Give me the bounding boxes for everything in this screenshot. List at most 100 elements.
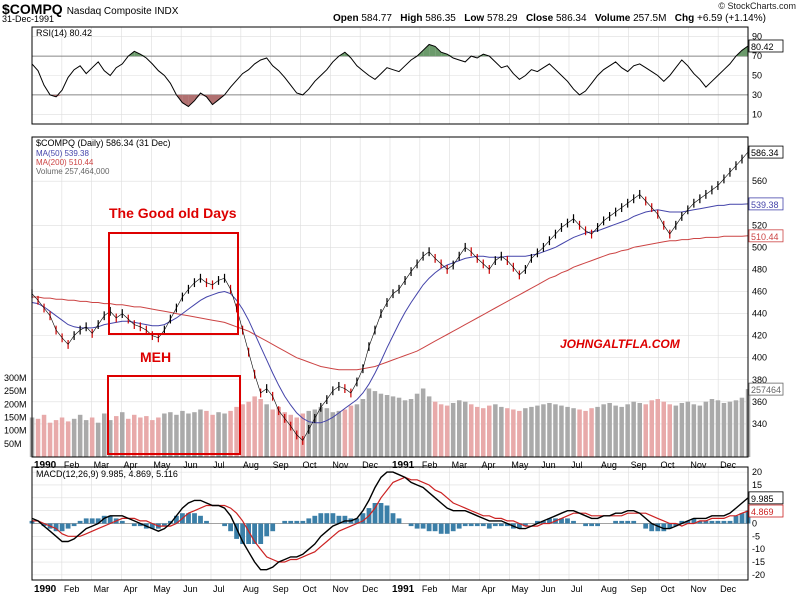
macd-histogram-bar <box>583 523 588 527</box>
macd-histogram-bar <box>131 523 137 527</box>
macd-histogram-bar <box>444 523 450 534</box>
price-x-tick-label: Nov <box>332 460 349 470</box>
volume-bar <box>493 404 498 457</box>
macd-last-value-box <box>748 491 784 505</box>
volume-bar <box>59 417 65 457</box>
macd-histogram-bar <box>258 523 264 544</box>
ma200-line <box>32 235 749 371</box>
volume-bar <box>198 409 203 457</box>
volume-bar <box>71 418 77 457</box>
macd-histogram-bar <box>438 523 444 534</box>
volume-bar <box>517 410 522 457</box>
volume-bar <box>150 420 155 457</box>
macd-tick-label: 20 <box>752 467 762 477</box>
macd-signal-last-value: 4.869 <box>751 507 774 517</box>
macd-histogram-bar <box>619 520 625 524</box>
volume-tick-label: 50M <box>4 439 22 449</box>
volume-bar <box>559 405 564 457</box>
volume-bar <box>366 388 372 457</box>
macd-histogram-bar <box>330 513 336 524</box>
macd-x-tick-label: 1990 <box>34 584 57 595</box>
macd-histogram-bar <box>336 515 342 524</box>
volume-bar <box>679 403 685 457</box>
volume-bar <box>571 408 576 457</box>
volume-bar <box>306 410 311 457</box>
volume-bar <box>83 420 89 457</box>
macd-histogram-bar <box>252 523 257 544</box>
macd-histogram-bar <box>312 515 318 524</box>
macd-histogram-bar <box>59 523 65 532</box>
macd-histogram-bar <box>691 518 697 524</box>
price-last-value: 586.34 <box>751 148 779 158</box>
volume-bar <box>174 414 179 457</box>
volume-bar <box>691 404 697 457</box>
price-tick-label: 440 <box>752 309 767 319</box>
macd-histogram-bar <box>697 520 703 524</box>
macd-histogram-bar <box>655 523 661 532</box>
volume-bar <box>715 400 721 457</box>
volume-bar <box>53 420 59 457</box>
rsi-last-value-box <box>748 39 784 53</box>
macd-x-tick-label: Apr <box>124 584 138 594</box>
macd-histogram-bar <box>715 520 721 524</box>
macd-histogram-bar <box>480 523 486 527</box>
macd-histogram-bar <box>649 523 655 532</box>
macd-histogram-bar <box>378 503 384 524</box>
macd-histogram-bar <box>396 518 402 524</box>
volume-bar <box>276 406 281 457</box>
symbol-title: $COMPQ Nasdaq Composite INDX <box>2 1 179 17</box>
macd-histogram-bar <box>228 523 233 532</box>
volume-bar <box>529 406 534 457</box>
volume-bar <box>697 405 703 457</box>
volume-bar <box>469 404 474 457</box>
macd-histogram-bar <box>306 518 312 524</box>
macd-histogram-bar <box>595 523 600 527</box>
volume-last-value-box <box>748 382 784 396</box>
watermark-label: JOHNGALTFLA.COM <box>560 337 681 351</box>
macd-x-tick-label: Jul <box>213 584 225 594</box>
macd-histogram-bar <box>294 520 300 524</box>
brand-label: © StockCharts.com <box>718 1 796 11</box>
volume-bar <box>450 403 456 457</box>
ma200-last-value-box <box>748 229 784 243</box>
macd-line <box>31 471 749 571</box>
volume-bar <box>144 416 149 457</box>
macd-histogram-bar <box>288 520 294 524</box>
volume-bar <box>186 413 191 457</box>
volume-bar <box>709 399 715 457</box>
meh-label: MEH <box>140 349 171 365</box>
macd-x-tick-label: 1991 <box>392 584 415 595</box>
rsi-title: RSI(14) 80.42 <box>36 28 92 38</box>
rsi-overbought-fill <box>344 52 351 57</box>
macd-histogram-bar <box>673 523 679 527</box>
volume-bar <box>324 408 330 457</box>
volume-bar <box>547 403 552 457</box>
volume-bar <box>95 422 101 457</box>
volume-bar <box>721 403 727 457</box>
rsi-oversold-fill <box>212 94 219 105</box>
macd-x-tick-label: Feb <box>422 584 438 594</box>
macd-histogram-bar <box>547 518 552 524</box>
macd-histogram-bar <box>174 515 179 524</box>
price-x-tick-label: Mar <box>452 460 468 470</box>
volume-bar <box>41 414 47 457</box>
macd-histogram-bar <box>492 523 498 527</box>
macd-x-tick-label: Nov <box>332 584 349 594</box>
volume-bar <box>264 404 269 457</box>
macd-histogram-bar <box>504 523 510 527</box>
price-x-tick-label: May <box>153 460 171 470</box>
volume-bar <box>511 409 516 457</box>
macd-signal-last-value-box <box>748 504 784 518</box>
volume-bar <box>727 401 733 457</box>
volume-bar <box>685 401 691 457</box>
macd-last-value: 9.985 <box>751 494 774 504</box>
volume-bar <box>300 413 305 457</box>
volume-bar <box>138 417 143 457</box>
volume-bar <box>390 396 396 457</box>
volume-bar <box>168 412 173 457</box>
price-x-tick-label: Aug <box>243 460 259 470</box>
volume-bar <box>661 401 666 457</box>
price-x-tick-label: Apr <box>124 460 138 470</box>
macd-histogram-bar <box>149 523 155 529</box>
